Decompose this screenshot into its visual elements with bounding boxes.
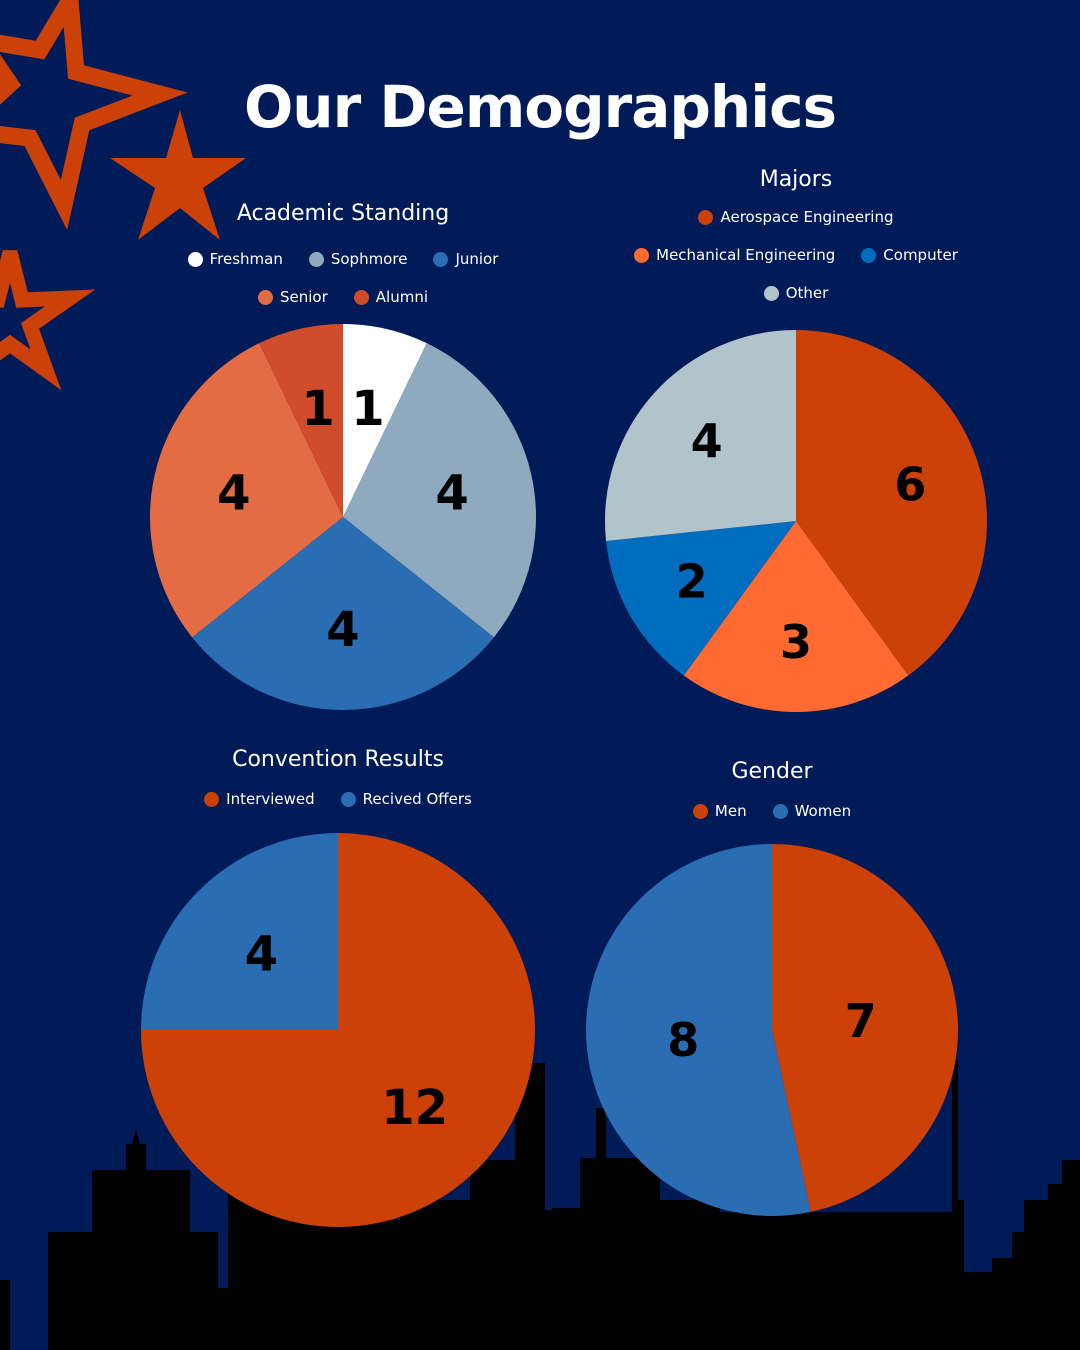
legend-swatch — [257, 289, 273, 305]
legend-label: Alumni — [375, 288, 428, 306]
legend-item: Aerospace Engineering — [698, 198, 894, 236]
slice-value-label: 3 — [780, 615, 812, 669]
slice-value-label: 4 — [217, 465, 250, 521]
legend-item: Alumni — [353, 278, 428, 316]
slice-value-label: 1 — [301, 381, 334, 437]
legend-swatch — [187, 251, 203, 267]
legend-label: Aerospace Engineering — [720, 208, 894, 226]
slice-value-label: 4 — [435, 465, 468, 521]
pie-slice — [606, 521, 796, 676]
pie-slice — [796, 330, 987, 676]
star-icon — [0, 250, 96, 391]
legend-swatch — [340, 791, 356, 807]
slice-value-label: 7 — [845, 994, 877, 1048]
legend-label: Computer — [883, 246, 958, 264]
legend-item: Interviewed — [204, 780, 315, 818]
chart-academic-standing: Academic Standing Freshman Sophmore Junior… — [150, 200, 536, 316]
chart-title: Academic Standing — [236, 201, 450, 226]
slice-value-label: 12 — [381, 1080, 448, 1136]
legend-label: Interviewed — [226, 790, 315, 808]
legend-item: Senior — [257, 278, 328, 316]
pie-slice — [149, 343, 343, 638]
chart-title: Majors — [759, 167, 833, 192]
legend-swatch — [861, 247, 877, 263]
slice-value-label: 6 — [894, 457, 926, 511]
slice-value-label: 4 — [245, 927, 278, 983]
pie-slice — [605, 330, 796, 541]
legend-label: Men — [714, 802, 747, 820]
legend-item: Other — [763, 274, 829, 312]
pie-slice — [259, 324, 343, 517]
legend-item: Recived Offers — [340, 780, 472, 818]
legend-swatch — [692, 803, 708, 819]
slice-value-label: 8 — [667, 1013, 699, 1067]
slice-value-label: 4 — [691, 414, 723, 468]
city-skyline — [0, 1060, 1080, 1350]
page-title: Our Demographics — [243, 73, 837, 141]
legend-label: Mechanical Engineering — [656, 246, 836, 264]
chart-legend: Men Women — [586, 792, 958, 830]
chart-majors: Majors Aerospace Engineering Mechanical E… — [604, 166, 988, 312]
chart-title: Convention Results — [232, 747, 444, 772]
legend-label: Senior — [279, 288, 328, 306]
chart-legend: Aerospace Engineering Mechanical Engineer… — [604, 198, 988, 312]
legend-swatch — [204, 791, 220, 807]
legend-label: Junior — [455, 250, 499, 268]
legend-item: Freshman — [187, 240, 283, 278]
legend-label: Women — [794, 802, 852, 820]
legend-label: Recived Offers — [362, 790, 472, 808]
legend-swatch — [634, 247, 650, 263]
chart-title: Gender — [731, 759, 813, 784]
legend-item: Computer — [861, 236, 958, 274]
legend-item: Men — [692, 792, 747, 830]
pie-slice — [343, 343, 536, 638]
chart-legend: Freshman Sophmore Junior Senior Alumni — [150, 240, 536, 316]
slice-value-label: 4 — [326, 602, 359, 658]
legend-swatch — [353, 289, 369, 305]
legend-swatch — [433, 251, 449, 267]
legend-label: Sophmore — [330, 250, 408, 268]
pie-slice — [772, 844, 958, 1212]
pie-slice — [141, 833, 338, 1030]
chart-convention-results: Convention Results Interviewed Recived Of… — [140, 746, 536, 818]
legend-item: Junior — [433, 240, 498, 278]
legend-item: Sophmore — [308, 240, 408, 278]
legend-label: Freshman — [209, 250, 283, 268]
slice-value-label: 2 — [676, 555, 708, 609]
star-icon — [0, 0, 188, 230]
chart-legend: Interviewed Recived Offers — [140, 780, 536, 818]
legend-item: Mechanical Engineering — [634, 236, 835, 274]
legend-swatch — [772, 803, 788, 819]
legend-swatch — [308, 251, 324, 267]
star-icon — [110, 110, 246, 240]
pie-slice — [343, 324, 427, 517]
legend-swatch — [763, 285, 779, 301]
pie-slice — [192, 517, 494, 710]
chart-gender: Gender Men Women — [586, 758, 958, 830]
pie-slice — [586, 844, 811, 1216]
legend-label: Other — [785, 284, 829, 302]
legend-swatch — [698, 209, 714, 225]
slice-value-label: 1 — [351, 381, 384, 437]
legend-item: Women — [772, 792, 852, 830]
pie-slice — [683, 521, 909, 712]
